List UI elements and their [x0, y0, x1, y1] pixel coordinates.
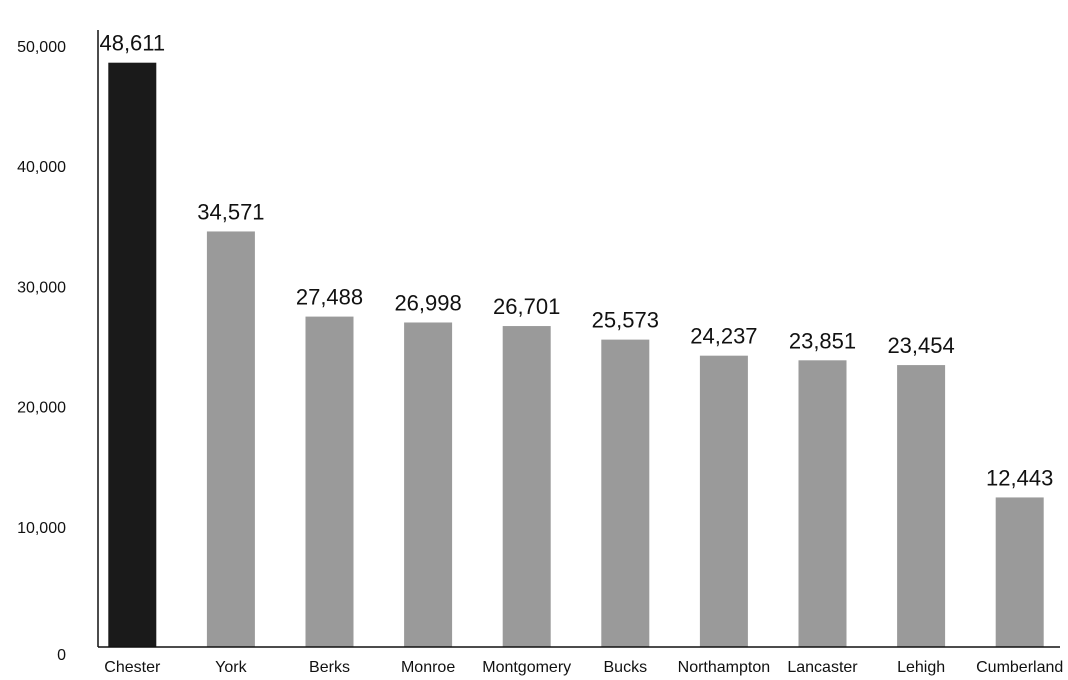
bar-york: [206, 231, 255, 647]
value-label-montgomery: 26,701: [493, 294, 560, 319]
y-tick-label: 50,000: [17, 39, 66, 56]
category-label-chester: Chester: [104, 659, 161, 676]
value-labels: 48,611 34,571 27,488 26,998 26,701 25,573 24,2…: [99, 31, 1053, 491]
value-label-bucks: 25,573: [592, 308, 659, 333]
category-label-lancaster: Lancaster: [787, 659, 858, 676]
y-axis: 0 10,000 20,000 30,000 40,000 50,000: [17, 30, 99, 664]
y-tick-label: 10,000: [17, 520, 66, 537]
y-tick-label: 20,000: [17, 400, 66, 417]
bar-chester: [108, 62, 157, 647]
value-label-lehigh: 23,454: [887, 333, 954, 358]
value-label-chester: 48,611: [99, 31, 165, 56]
bar-lancaster: [798, 360, 847, 647]
bar-cumberland: [995, 497, 1044, 647]
value-label-york: 34,571: [197, 199, 264, 224]
value-label-lancaster: 23,851: [789, 328, 856, 353]
category-label-york: York: [215, 659, 247, 676]
bar-northampton: [699, 355, 748, 647]
category-label-northampton: Northampton: [678, 659, 771, 676]
category-label-berks: Berks: [309, 659, 350, 676]
category-label-cumberland: Cumberland: [976, 659, 1063, 676]
x-axis: Chester York Berks Monroe Montgomery Bucks Nor…: [98, 646, 1063, 676]
y-tick-label: 0: [57, 647, 66, 664]
value-label-northampton: 24,237: [690, 324, 757, 349]
bar-berks: [305, 316, 354, 647]
bar-monroe: [404, 322, 453, 647]
category-label-lehigh: Lehigh: [897, 659, 945, 676]
value-label-cumberland: 12,443: [986, 465, 1053, 490]
bar-lehigh: [897, 365, 946, 647]
value-label-berks: 27,488: [296, 285, 363, 310]
bars: [108, 62, 1044, 647]
y-tick-label: 40,000: [17, 159, 66, 176]
category-label-bucks: Bucks: [604, 659, 648, 676]
value-label-monroe: 26,998: [394, 290, 461, 315]
y-tick-label: 30,000: [17, 279, 66, 296]
bar-montgomery: [502, 326, 551, 647]
bar-bucks: [601, 339, 650, 647]
category-label-monroe: Monroe: [401, 659, 455, 676]
category-label-montgomery: Montgomery: [482, 659, 571, 676]
